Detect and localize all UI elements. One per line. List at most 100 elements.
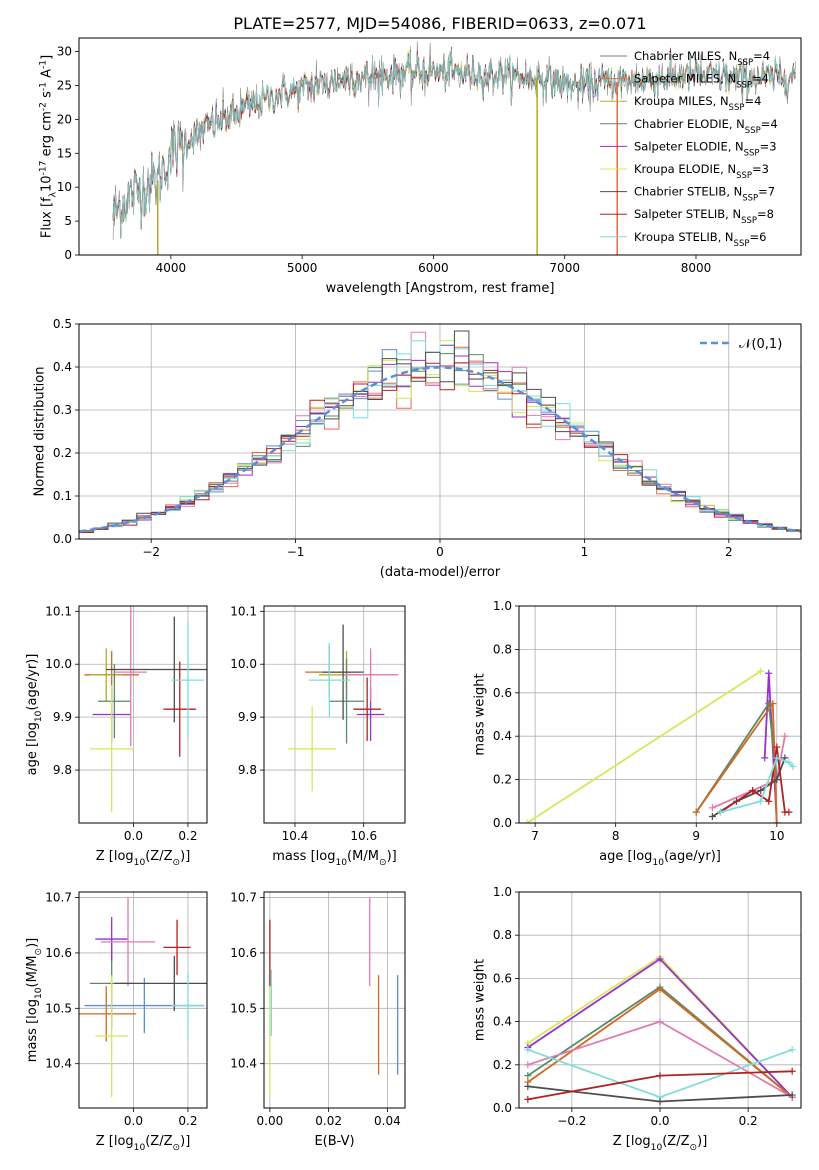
x-tick-label: 10.4 xyxy=(282,829,309,843)
weight-point xyxy=(656,955,664,963)
plot-area xyxy=(79,324,801,539)
weight-point xyxy=(656,1018,664,1026)
chart-spectrum: 4000 5000 6000 7000 8000 0 5 10 15 20 25 30 waveleng… xyxy=(39,37,802,296)
y-tick-label: 0.8 xyxy=(493,642,512,656)
y-tick-label: 10.1 xyxy=(230,604,257,618)
y-tick-label: 10.0 xyxy=(230,657,257,671)
weight-series-line xyxy=(695,700,778,823)
y-tick-label: 9.9 xyxy=(53,710,72,724)
y-tick-label: 0.8 xyxy=(493,928,512,942)
x-tick-label: 5000 xyxy=(287,261,318,275)
x-tick-label: 8 xyxy=(612,829,620,843)
y-tick-label: 10.4 xyxy=(45,1057,72,1071)
weight-point xyxy=(789,763,797,771)
legend: 𝒩(0,1) xyxy=(700,337,782,352)
y-tick-label: 10.4 xyxy=(230,1057,257,1071)
normal-curve xyxy=(79,366,801,533)
y-tick-label: 0.0 xyxy=(53,532,72,546)
weight-point xyxy=(788,1067,796,1075)
weight-point xyxy=(761,754,769,762)
legend-entry: 𝒩(0,1) xyxy=(739,337,782,352)
x-tick-label: 0.2 xyxy=(178,1114,197,1128)
y-tick-label: 9.8 xyxy=(53,763,72,777)
weight-point xyxy=(757,667,765,675)
x-tick-label: 10 xyxy=(769,829,784,843)
legend-entry: Salpeter MILES, NSSP=4 xyxy=(634,72,769,91)
y-tick-label: 10.7 xyxy=(230,891,257,905)
weight-point xyxy=(708,804,716,812)
y-tick-label: 10.5 xyxy=(230,1001,257,1015)
legend: Chabrier MILES, NSSP=4 Salpeter MILES, NS… xyxy=(600,49,778,249)
spectrum-series-line xyxy=(112,49,797,239)
chart-mass_vs_ebv: 0.00 0.02 0.04 10.4 10.5 10.6 10.7 E(B-V) xyxy=(230,891,406,1149)
weight-point xyxy=(781,732,789,740)
x-tick-label: −0.2 xyxy=(557,1114,586,1128)
x-axis-label: (data-model)/error xyxy=(380,565,501,580)
axes-frame xyxy=(78,37,802,256)
y-tick-label: 0.0 xyxy=(493,816,512,830)
y-axis-label: mass [log10(M/M⊙)] xyxy=(25,938,44,1062)
chart-residuals: −2 −1 0 1 2 0.0 0.1 0.2 0.3 0.4 0.5 (data-model)/er… xyxy=(32,317,802,580)
weight-point xyxy=(788,1091,796,1099)
weight-point xyxy=(773,754,781,762)
axes-frame xyxy=(518,891,802,1109)
x-tick-label: 0.04 xyxy=(374,1114,401,1128)
x-axis-label: wavelength [Angstrom, rest frame] xyxy=(326,281,555,296)
y-tick-label: 9.8 xyxy=(238,763,257,777)
x-tick-label: 0.2 xyxy=(739,1114,758,1128)
weight-point xyxy=(749,786,757,794)
plot-area xyxy=(264,892,405,1108)
y-tick-label: 0.3 xyxy=(53,403,72,417)
weight-point xyxy=(765,669,773,677)
x-tick-label: 0.00 xyxy=(257,1114,284,1128)
y-tick-label: 30 xyxy=(57,45,72,59)
plot-area xyxy=(79,606,207,823)
y-tick-label: 1.0 xyxy=(493,599,512,613)
y-tick-label: 10.1 xyxy=(45,604,72,618)
weight-point xyxy=(708,812,716,820)
x-tick-label: 2 xyxy=(725,545,733,559)
y-tick-label: 0.0 xyxy=(493,1101,512,1115)
y-tick-label: 9.9 xyxy=(238,710,257,724)
plot-area xyxy=(519,606,801,823)
chart-age_vs_Z: 0.0 0.2 9.8 9.9 10.0 10.1 Z [log10(Z/Z⊙)] age [… xyxy=(25,604,208,868)
legend-entry: Salpeter ELODIE, NSSP=3 xyxy=(634,139,777,158)
plot-area xyxy=(519,892,801,1108)
legend-entry: Kroupa ELODIE, NSSP=3 xyxy=(634,162,769,181)
plot-area xyxy=(264,606,405,823)
legend-entry: Kroupa MILES, NSSP=4 xyxy=(634,94,761,113)
y-tick-label: 0.6 xyxy=(493,686,512,700)
weight-series-line xyxy=(526,670,762,823)
x-axis-label: mass [log10(M/M⊙)] xyxy=(272,849,396,868)
chart-weight_vs_age: 7 8 9 10 0.0 0.2 0.4 0.6 0.8 1.0 age [log10(age/yr… xyxy=(472,599,802,868)
axes-frame xyxy=(518,605,802,824)
y-axis-label: age [log10(age/yr)] xyxy=(25,654,44,776)
y-tick-label: 0.2 xyxy=(493,1058,512,1072)
legend-entry: Kroupa STELIB, NSSP=6 xyxy=(634,230,766,249)
plot-area xyxy=(79,892,207,1108)
y-tick-label: 25 xyxy=(57,78,72,92)
axes-frame xyxy=(263,605,406,824)
weight-point xyxy=(773,743,781,751)
y-tick-label: 0 xyxy=(64,248,72,262)
weight-point xyxy=(788,1046,796,1054)
y-tick-label: 5 xyxy=(64,214,72,228)
x-tick-label: −1 xyxy=(287,545,305,559)
y-tick-label: 1.0 xyxy=(493,885,512,899)
y-tick-label: 15 xyxy=(57,146,72,160)
weight-point xyxy=(785,758,793,766)
weight-point xyxy=(656,1098,664,1106)
chart-age_vs_mass: 10.4 10.6 9.8 9.9 10.0 10.1 mass [log10(M/M⊙)] xyxy=(230,604,406,868)
y-tick-label: 10.0 xyxy=(45,657,72,671)
y-tick-label: 10.5 xyxy=(45,1001,72,1015)
y-tick-label: 10.6 xyxy=(230,946,257,960)
x-tick-label: 4000 xyxy=(156,261,187,275)
y-tick-label: 0.1 xyxy=(53,489,72,503)
axes-frame xyxy=(263,891,406,1109)
weight-point xyxy=(757,797,765,805)
y-axis-label: mass weight xyxy=(472,959,487,1041)
plot-area xyxy=(112,41,797,255)
y-tick-label: 0.4 xyxy=(493,729,512,743)
x-axis-label: Z [log10(Z/Z⊙)] xyxy=(613,1134,708,1153)
